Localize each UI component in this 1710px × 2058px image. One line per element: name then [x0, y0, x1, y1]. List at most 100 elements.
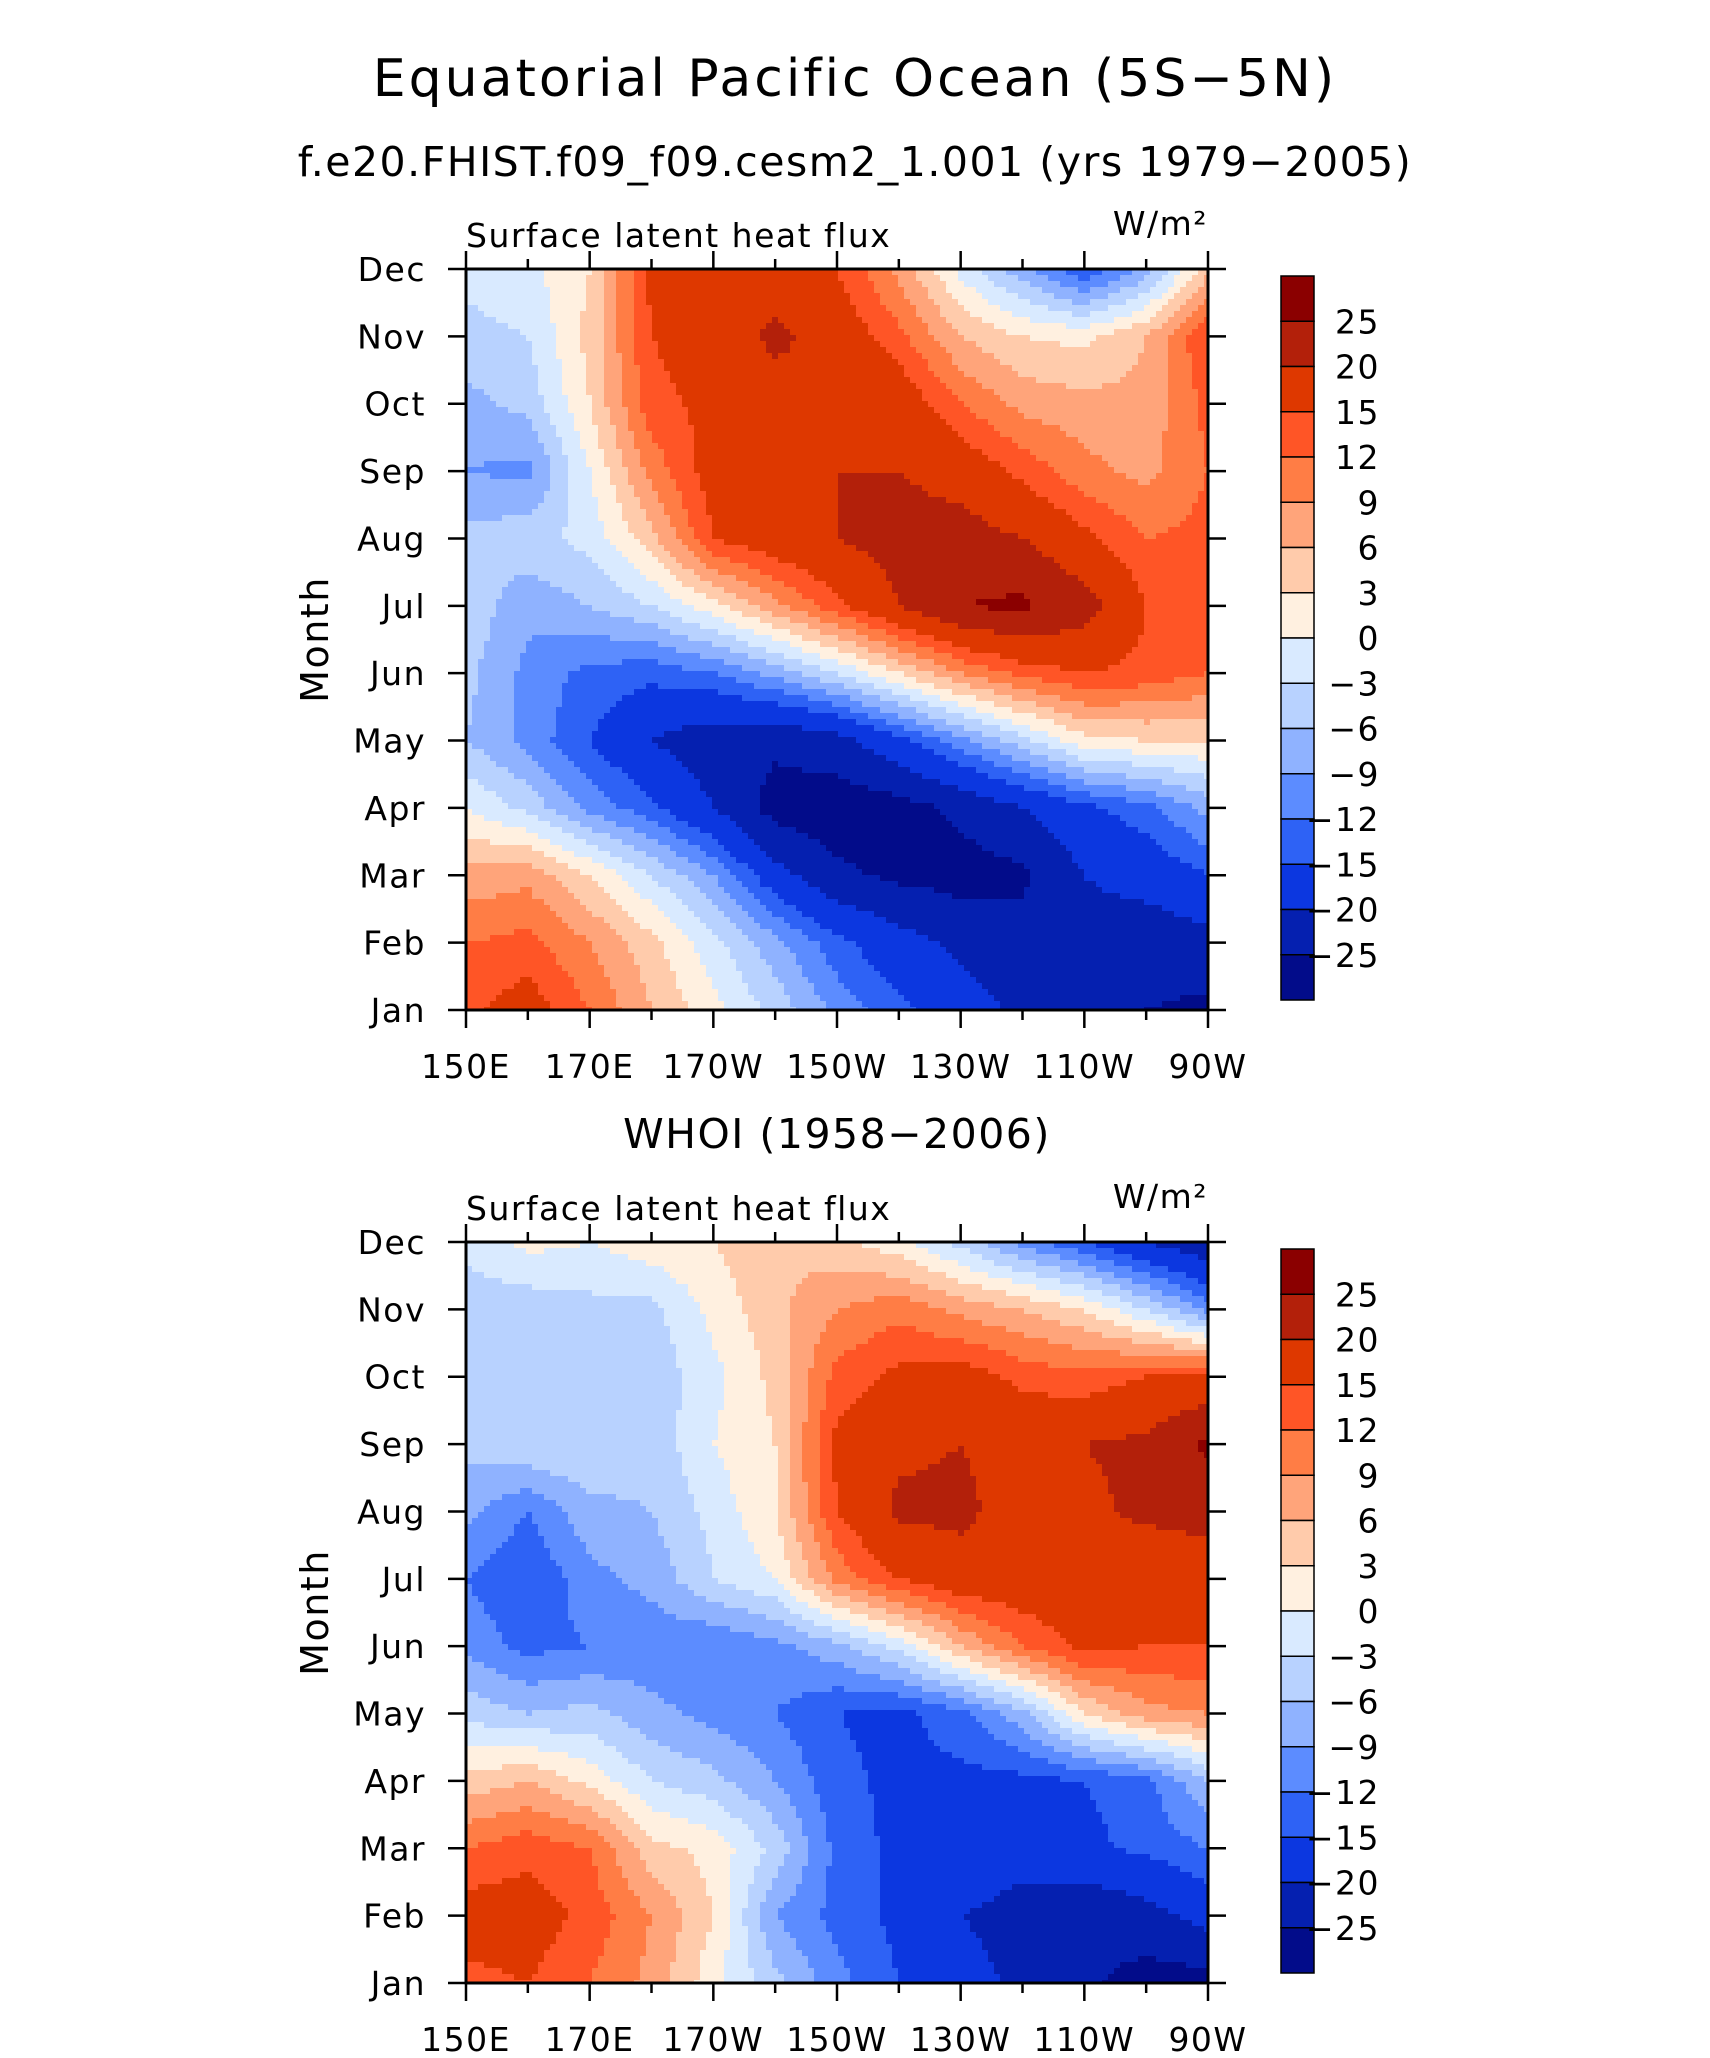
contour-cell	[1018, 503, 1025, 510]
contour-cell	[898, 431, 905, 438]
contour-cell	[778, 293, 785, 300]
contour-cell	[1102, 503, 1109, 510]
contour-cell	[1096, 461, 1103, 468]
contour-cell	[628, 455, 635, 462]
contour-cell	[682, 419, 689, 426]
contour-cell	[1180, 311, 1187, 318]
contour-cell	[1174, 431, 1181, 438]
contour-cell	[556, 467, 563, 474]
contour-cell	[676, 383, 683, 390]
contour-cell	[640, 281, 647, 288]
contour-cell	[730, 269, 737, 276]
contour-cell	[1120, 389, 1127, 396]
contour-cell	[988, 365, 995, 372]
contour-cell	[754, 329, 761, 336]
contour-cell	[1132, 359, 1139, 366]
contour-cell	[1024, 497, 1031, 504]
contour-cell	[1192, 359, 1199, 366]
contour-cell	[892, 467, 899, 474]
contour-cell	[748, 275, 755, 282]
contour-cell	[580, 401, 587, 408]
contour-cell	[676, 419, 683, 426]
contour-cell	[820, 293, 827, 300]
contour-cell	[1186, 479, 1193, 486]
contour-cell	[1186, 377, 1193, 384]
contour-cell	[862, 449, 869, 456]
contour-cell	[640, 275, 647, 282]
contour-cell	[1186, 317, 1193, 324]
contour-cell	[1060, 335, 1067, 342]
contour-cell	[484, 383, 491, 390]
contour-cell	[586, 353, 593, 360]
contour-cell	[520, 299, 527, 306]
contour-cell	[508, 419, 515, 426]
contour-cell	[1024, 395, 1031, 402]
contour-cell	[1084, 377, 1091, 384]
contour-cell	[574, 467, 581, 474]
contour-cell	[1198, 443, 1205, 450]
contour-cell	[1198, 365, 1205, 372]
contour-cell	[1168, 353, 1175, 360]
contour-cell	[556, 287, 563, 294]
contour-cell	[958, 437, 965, 444]
contour-cell	[1036, 311, 1043, 318]
contour-cell	[1072, 491, 1079, 498]
contour-cell	[1048, 317, 1055, 324]
contour-cell	[1072, 353, 1079, 360]
contour-cell	[616, 347, 623, 354]
contour-cell	[658, 509, 665, 516]
contour-cell	[796, 395, 803, 402]
contour-cell	[1120, 395, 1127, 402]
contour-cell	[1204, 365, 1209, 372]
contour-cell	[904, 323, 911, 330]
contour-cell	[556, 359, 563, 366]
contour-cell	[586, 335, 593, 342]
contour-cell	[790, 329, 797, 336]
contour-cell	[904, 293, 911, 300]
contour-cell	[538, 503, 545, 510]
contour-cell	[544, 455, 551, 462]
contour-cell	[754, 317, 761, 324]
contour-cell	[514, 383, 521, 390]
contour-cell	[484, 425, 491, 432]
contour-cell	[544, 407, 551, 414]
contour-cell	[832, 329, 839, 336]
contour-cell	[838, 281, 845, 288]
contour-cell	[724, 431, 731, 438]
contour-cell	[700, 293, 707, 300]
contour-cell	[982, 323, 989, 330]
contour-cell	[502, 341, 509, 348]
contour-cell	[1138, 299, 1145, 306]
contour-cell	[586, 461, 593, 468]
contour-cell	[526, 491, 533, 498]
contour-cell	[754, 269, 761, 276]
contour-cell	[976, 305, 983, 312]
contour-cell	[940, 365, 947, 372]
contour-cell	[844, 443, 851, 450]
contour-cell	[832, 485, 839, 492]
contour-cell	[1180, 323, 1187, 330]
contour-cell	[1078, 467, 1085, 474]
contour-cell	[874, 275, 881, 282]
contour-cell	[664, 497, 671, 504]
contour-cell	[844, 377, 851, 384]
contour-cell	[604, 455, 611, 462]
contour-cell	[880, 473, 887, 480]
contour-cell	[580, 431, 587, 438]
contour-cell	[1156, 383, 1163, 390]
contour-cell	[580, 503, 587, 510]
contour-cell	[1162, 407, 1169, 414]
contour-cell	[502, 395, 509, 402]
contour-cell	[580, 317, 587, 324]
contour-cell	[892, 485, 899, 492]
contour-cell	[898, 359, 905, 366]
contour-cell	[826, 413, 833, 420]
contour-cell	[1138, 467, 1145, 474]
contour-cell	[1042, 401, 1049, 408]
contour-cell	[1132, 449, 1139, 456]
contour-cell	[466, 401, 473, 408]
contour-cell	[808, 449, 815, 456]
contour-cell	[514, 365, 521, 372]
contour-cell	[604, 473, 611, 480]
contour-cell	[760, 311, 767, 318]
